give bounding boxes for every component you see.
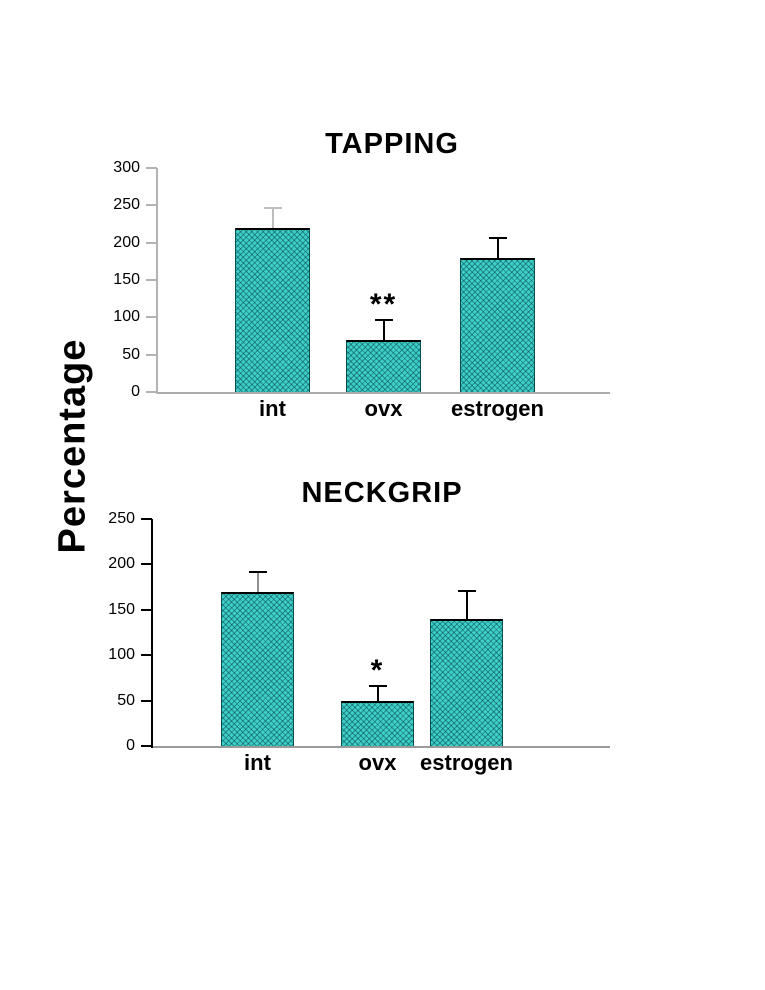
bar-ovx bbox=[341, 701, 414, 746]
y-tick-label: 300 bbox=[113, 159, 140, 176]
y-tick bbox=[141, 518, 152, 520]
bar-estrogen bbox=[460, 258, 535, 392]
y-tick-label: 150 bbox=[108, 600, 135, 618]
y-tick-label: 250 bbox=[108, 510, 135, 527]
x-axis-line bbox=[158, 392, 610, 394]
bar-estrogen bbox=[430, 619, 503, 746]
error-bar-stem-ovx bbox=[376, 687, 379, 701]
y-tick bbox=[141, 699, 152, 702]
y-tick bbox=[141, 654, 152, 657]
error-bar-stem-ovx bbox=[382, 321, 385, 340]
error-bar-cap-int bbox=[263, 207, 282, 209]
error-bar-stem-estrogen bbox=[465, 592, 468, 619]
x-label-int: int bbox=[244, 750, 271, 775]
bar-ovx bbox=[346, 340, 421, 392]
y-tick bbox=[141, 745, 152, 747]
bar-int bbox=[235, 228, 310, 392]
y-tick-label: 200 bbox=[108, 555, 135, 573]
x-label-ovx: ovx bbox=[358, 750, 397, 775]
error-bar-stem-int bbox=[271, 209, 274, 228]
significance-marker-ovx: * bbox=[370, 654, 385, 687]
chart-title: NECKGRIP bbox=[301, 477, 463, 509]
y-tick bbox=[146, 353, 157, 356]
y-tick-label: 150 bbox=[113, 271, 140, 288]
y-tick bbox=[141, 563, 152, 566]
y-tick-label: 250 bbox=[113, 196, 140, 214]
y-tick-label: 100 bbox=[113, 308, 140, 326]
y-tick-label: 100 bbox=[108, 646, 135, 664]
y-tick bbox=[146, 204, 157, 207]
error-bar-cap-ovx bbox=[368, 685, 387, 687]
y-tick-label: 50 bbox=[122, 345, 140, 363]
y-tick bbox=[146, 391, 157, 393]
x-label-estrogen: estrogen bbox=[420, 750, 513, 775]
error-bar-stem-estrogen bbox=[496, 239, 499, 258]
x-label-estrogen: estrogen bbox=[451, 396, 544, 421]
y-tick-label: 0 bbox=[126, 737, 135, 754]
y-tick-label: 0 bbox=[131, 383, 140, 400]
significance-marker-ovx: ** bbox=[369, 288, 398, 321]
error-bar-cap-estrogen bbox=[457, 590, 476, 592]
error-bar-cap-estrogen bbox=[488, 237, 507, 239]
y-tick bbox=[141, 608, 152, 611]
error-bar-stem-int bbox=[256, 573, 259, 592]
y-axis-line bbox=[151, 519, 153, 748]
error-bar-cap-int bbox=[248, 571, 267, 573]
y-tick bbox=[146, 167, 157, 169]
y-axis-line bbox=[156, 168, 158, 394]
x-label-ovx: ovx bbox=[364, 396, 403, 421]
y-tick bbox=[146, 279, 157, 281]
chart-title: TAPPING bbox=[325, 128, 459, 160]
bar-int bbox=[221, 592, 294, 746]
y-tick-label: 200 bbox=[113, 233, 140, 251]
y-tick-label: 50 bbox=[117, 691, 135, 709]
error-bar-cap-ovx bbox=[374, 319, 393, 321]
x-axis-line bbox=[153, 746, 610, 748]
y-tick bbox=[146, 316, 157, 319]
x-label-int: int bbox=[259, 396, 286, 421]
y-tick bbox=[146, 241, 157, 244]
